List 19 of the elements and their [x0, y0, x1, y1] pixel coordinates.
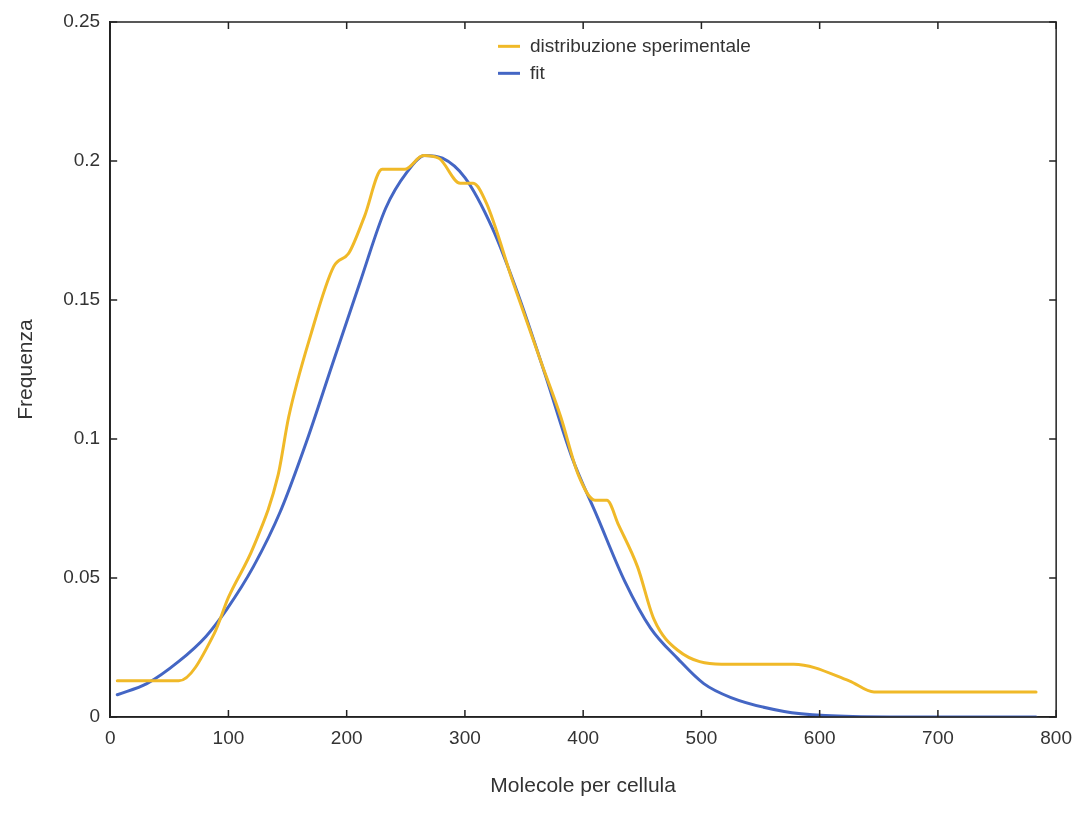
x-tick-label: 100: [212, 726, 245, 748]
legend-label: fit: [530, 61, 546, 83]
y-tick-label: 0.05: [63, 566, 101, 588]
y-tick-label: 0.25: [63, 10, 101, 32]
x-tick-label: 300: [449, 726, 481, 748]
x-tick-label: 600: [803, 726, 836, 748]
x-tick-label: 700: [922, 726, 954, 748]
x-tick-label: 200: [330, 726, 363, 748]
x-tick-label: 500: [685, 726, 718, 748]
y-tick-label: 0.15: [63, 288, 101, 310]
x-tick-label: 400: [567, 726, 600, 748]
x-axis-title: Molecole per cellula: [490, 773, 677, 797]
y-tick-label: 0.1: [73, 427, 101, 449]
y-tick-label: 0.2: [73, 149, 101, 171]
x-tick-label: 800: [1040, 726, 1072, 748]
y-axis-title: Frequenza: [13, 318, 37, 420]
y-tick-label: 0: [89, 705, 101, 727]
x-tick-label: 0: [104, 726, 116, 748]
legend-label: distribuzione sperimentale: [530, 34, 751, 56]
